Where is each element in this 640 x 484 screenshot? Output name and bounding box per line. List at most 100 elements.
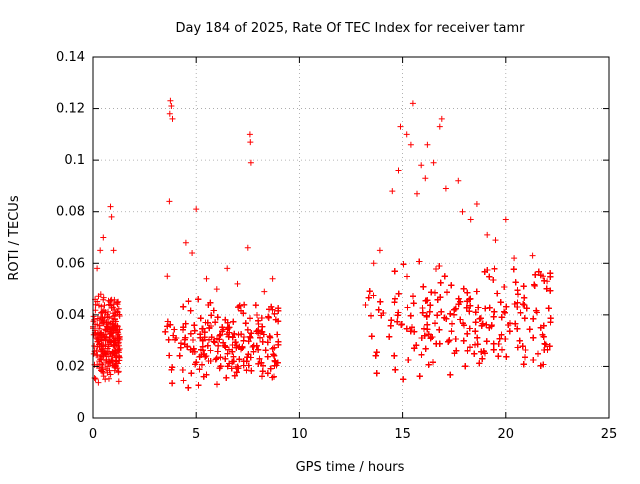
data-point: [466, 325, 473, 332]
data-point: [221, 342, 228, 349]
data-point: [546, 343, 553, 350]
data-point: [270, 351, 277, 358]
data-point: [190, 337, 196, 343]
data-point: [436, 263, 443, 269]
y-tick-label: 0.1: [64, 153, 85, 168]
data-point: [365, 294, 372, 301]
data-point: [180, 377, 187, 384]
data-point: [446, 337, 453, 344]
data-point: [170, 332, 177, 339]
data-point: [460, 285, 467, 292]
data-point: [368, 312, 374, 319]
data-point: [437, 294, 444, 301]
data-point: [526, 326, 533, 333]
data-point: [498, 314, 505, 321]
data-point: [373, 349, 380, 356]
data-point: [427, 302, 434, 309]
data-point: [398, 321, 405, 328]
data-point: [502, 336, 509, 342]
data-point: [224, 350, 231, 357]
y-tick-label: 0.02: [56, 359, 85, 374]
data-point: [535, 268, 542, 275]
data-point: [100, 307, 107, 314]
data-point: [107, 371, 114, 378]
data-point: [162, 328, 169, 335]
data-point: [206, 336, 212, 343]
data-point: [179, 367, 186, 373]
data-point: [164, 273, 171, 280]
data-point: [112, 325, 118, 332]
data-point: [448, 282, 455, 289]
data-point: [107, 203, 114, 210]
data-point: [433, 266, 439, 272]
data-point: [274, 331, 281, 338]
data-point: [206, 325, 213, 332]
data-point: [233, 344, 240, 351]
data-point: [253, 342, 260, 349]
data-point: [391, 268, 398, 275]
data-point: [463, 304, 470, 311]
data-point: [423, 312, 430, 319]
data-point: [370, 260, 377, 267]
data-point: [91, 316, 98, 323]
data-point: [362, 302, 369, 308]
data-point: [247, 315, 253, 322]
data-point: [422, 175, 429, 182]
data-point: [377, 298, 384, 305]
data-point: [474, 334, 481, 341]
data-point: [216, 336, 223, 343]
data-point: [425, 331, 432, 338]
data-point: [259, 329, 266, 335]
chart-title: Day 184 of 2025, Rate Of TEC Index for r…: [176, 21, 526, 36]
data-point: [512, 320, 519, 327]
data-point: [244, 354, 251, 361]
data-point: [275, 307, 282, 314]
data-point: [249, 344, 256, 350]
data-point: [112, 312, 118, 319]
data-point: [537, 324, 544, 331]
data-point: [211, 339, 218, 346]
data-point: [116, 311, 123, 318]
data-point: [259, 373, 265, 380]
data-point: [264, 353, 271, 360]
data-point: [100, 342, 107, 349]
data-point: [101, 302, 108, 309]
data-point: [202, 353, 209, 360]
data-point: [404, 273, 410, 280]
data-point: [366, 288, 373, 295]
data-point: [203, 353, 210, 359]
data-point: [391, 352, 398, 359]
data-point: [182, 334, 189, 341]
data-point: [495, 353, 502, 360]
data-point: [102, 351, 108, 358]
data-point: [259, 338, 266, 345]
data-point: [499, 346, 505, 353]
y-tick-label: 0: [77, 411, 85, 426]
data-point: [114, 348, 121, 355]
data-point: [503, 353, 510, 360]
data-point: [460, 337, 467, 344]
data-point: [264, 370, 271, 377]
data-point: [100, 294, 107, 301]
data-point: [195, 382, 202, 389]
data-point: [248, 330, 255, 337]
data-point: [205, 358, 212, 364]
data-point: [272, 358, 279, 365]
data-point: [219, 324, 226, 331]
data-point: [172, 336, 178, 343]
data-point: [535, 350, 541, 357]
data-point: [271, 352, 278, 359]
data-point: [473, 201, 480, 207]
data-point: [208, 334, 215, 341]
data-point: [452, 305, 459, 312]
data-point: [426, 308, 433, 315]
data-point: [199, 325, 206, 332]
data-point: [416, 373, 423, 380]
data-point: [107, 337, 113, 344]
data-point: [239, 344, 246, 351]
data-point: [460, 320, 466, 327]
data-point: [392, 366, 399, 373]
data-point: [437, 279, 444, 286]
data-point: [453, 347, 460, 354]
data-point: [256, 355, 263, 362]
